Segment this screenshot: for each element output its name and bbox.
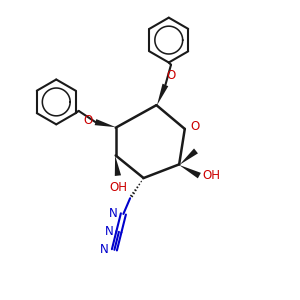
- Text: OH: OH: [109, 181, 127, 194]
- Text: O: O: [83, 115, 92, 128]
- Polygon shape: [115, 155, 121, 176]
- Polygon shape: [179, 165, 201, 178]
- Polygon shape: [157, 84, 168, 105]
- Text: O: O: [190, 120, 200, 133]
- Polygon shape: [179, 148, 198, 165]
- Polygon shape: [95, 119, 116, 127]
- Text: N: N: [109, 207, 118, 220]
- Text: N: N: [104, 225, 113, 239]
- Text: N: N: [100, 243, 109, 256]
- Text: O: O: [167, 69, 176, 82]
- Text: OH: OH: [203, 169, 221, 182]
